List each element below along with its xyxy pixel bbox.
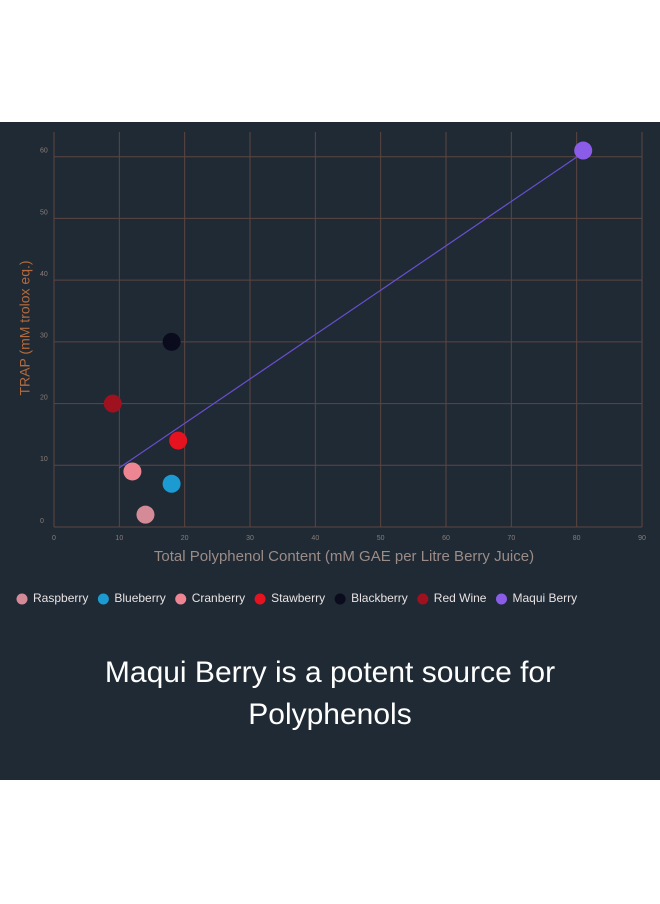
x-axis-title: Total Polyphenol Content (mM GAE per Lit…: [154, 548, 534, 565]
y-tick-label: 60: [40, 148, 48, 155]
trendline: [118, 154, 581, 469]
point: [574, 141, 593, 160]
caption: Maqui Berry is a potent source for Polyp…: [104, 656, 556, 731]
legend-marker: [417, 593, 429, 605]
legend-marker: [175, 593, 187, 605]
y-tick-label: 10: [40, 456, 48, 463]
legend-label: Stawberry: [271, 591, 325, 605]
x-tick-label: 20: [181, 535, 189, 542]
y-tick-label: 0: [40, 518, 44, 525]
x-tick-label: 30: [246, 535, 254, 542]
x-tick-label: 50: [377, 535, 385, 542]
y-tick-label: 40: [40, 271, 48, 278]
legend-marker: [97, 593, 109, 605]
y-tick-label: 30: [40, 333, 48, 340]
x-tick-label: 70: [507, 535, 515, 542]
point: [162, 474, 181, 493]
y-axis-title: TRAP (mM trolox eq.): [17, 260, 33, 395]
legend-label: Red Wine: [434, 591, 487, 605]
legend-label: Maqui Berry: [512, 591, 577, 605]
x-tick-label: 0: [52, 535, 56, 542]
y-tick-label: 50: [40, 209, 48, 216]
legend-marker: [254, 593, 266, 605]
x-tick-label: 10: [115, 535, 123, 542]
point: [169, 431, 188, 450]
x-tick-label: 60: [442, 535, 450, 542]
point: [103, 394, 122, 413]
y-tick-label: 20: [40, 394, 48, 401]
x-tick-label: 40: [311, 535, 319, 542]
x-tick-label: 80: [573, 535, 581, 542]
point: [162, 332, 181, 351]
legend-marker: [16, 593, 28, 605]
legend-label: Raspberry: [33, 591, 88, 605]
legend-label: Blackberry: [351, 591, 408, 605]
legend-label: Cranberry: [192, 591, 245, 605]
point: [136, 505, 155, 524]
point: [123, 462, 142, 481]
legend-marker: [495, 593, 507, 605]
legend-label: Blueberry: [114, 591, 165, 605]
x-tick-label: 90: [638, 535, 646, 542]
legend-marker: [334, 593, 346, 605]
panel: [0, 122, 660, 780]
